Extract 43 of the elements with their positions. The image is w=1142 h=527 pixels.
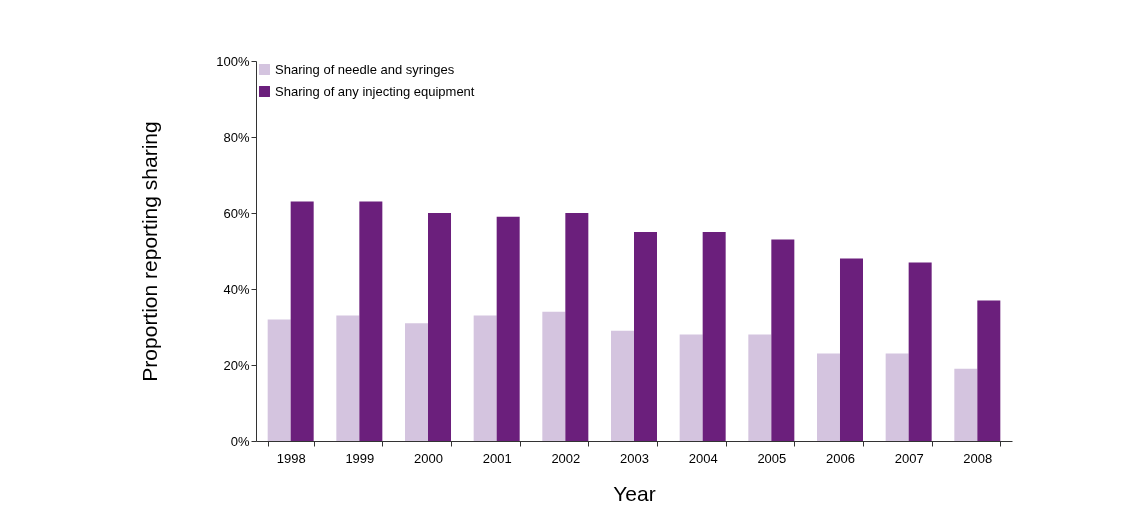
y-tick-label: 0% [230,433,250,449]
bar [473,315,497,441]
x-tick-label: 2000 [414,450,443,466]
bar [702,232,726,441]
bar [885,353,909,441]
x-tick-label: 2008 [963,450,993,466]
bar [290,201,314,441]
bar [336,315,360,441]
bar [748,334,772,441]
bar [816,353,840,441]
bar [405,323,429,441]
bar [542,311,566,441]
bar [954,368,978,441]
y-tick-label: 20% [223,357,250,373]
bar [679,334,703,441]
y-tick-label: 60% [223,205,250,221]
bar [634,232,657,441]
x-tick-label: 2006 [826,450,855,466]
bar [565,213,589,441]
x-tick-label: 2003 [620,450,649,466]
x-tick-label: 2002 [551,450,581,466]
bar [428,213,452,441]
bar [359,201,383,441]
y-tick-label: 40% [223,281,250,297]
x-tick-label: 2001 [482,450,512,466]
x-tick-label: 1999 [345,450,375,466]
bar [908,262,932,441]
bar [496,216,520,441]
legend-label: Sharing of any injecting equipment [275,83,475,99]
legend-label: Sharing of needle and syringes [275,61,455,77]
y-tick-label: 80% [223,129,250,145]
x-axis-title: Year [613,481,656,505]
x-tick-label: 2005 [757,450,787,466]
x-tick-label: 1998 [276,450,306,466]
y-tick-label: 100% [216,53,250,69]
bar [977,300,1001,441]
x-tick-label: 2007 [894,450,924,466]
bar [267,319,291,441]
bar [611,330,634,441]
y-axis-title: Proportion reporting sharing [138,121,162,382]
bar [771,239,795,441]
bar [839,258,863,441]
x-tick-label: 2004 [688,450,718,466]
